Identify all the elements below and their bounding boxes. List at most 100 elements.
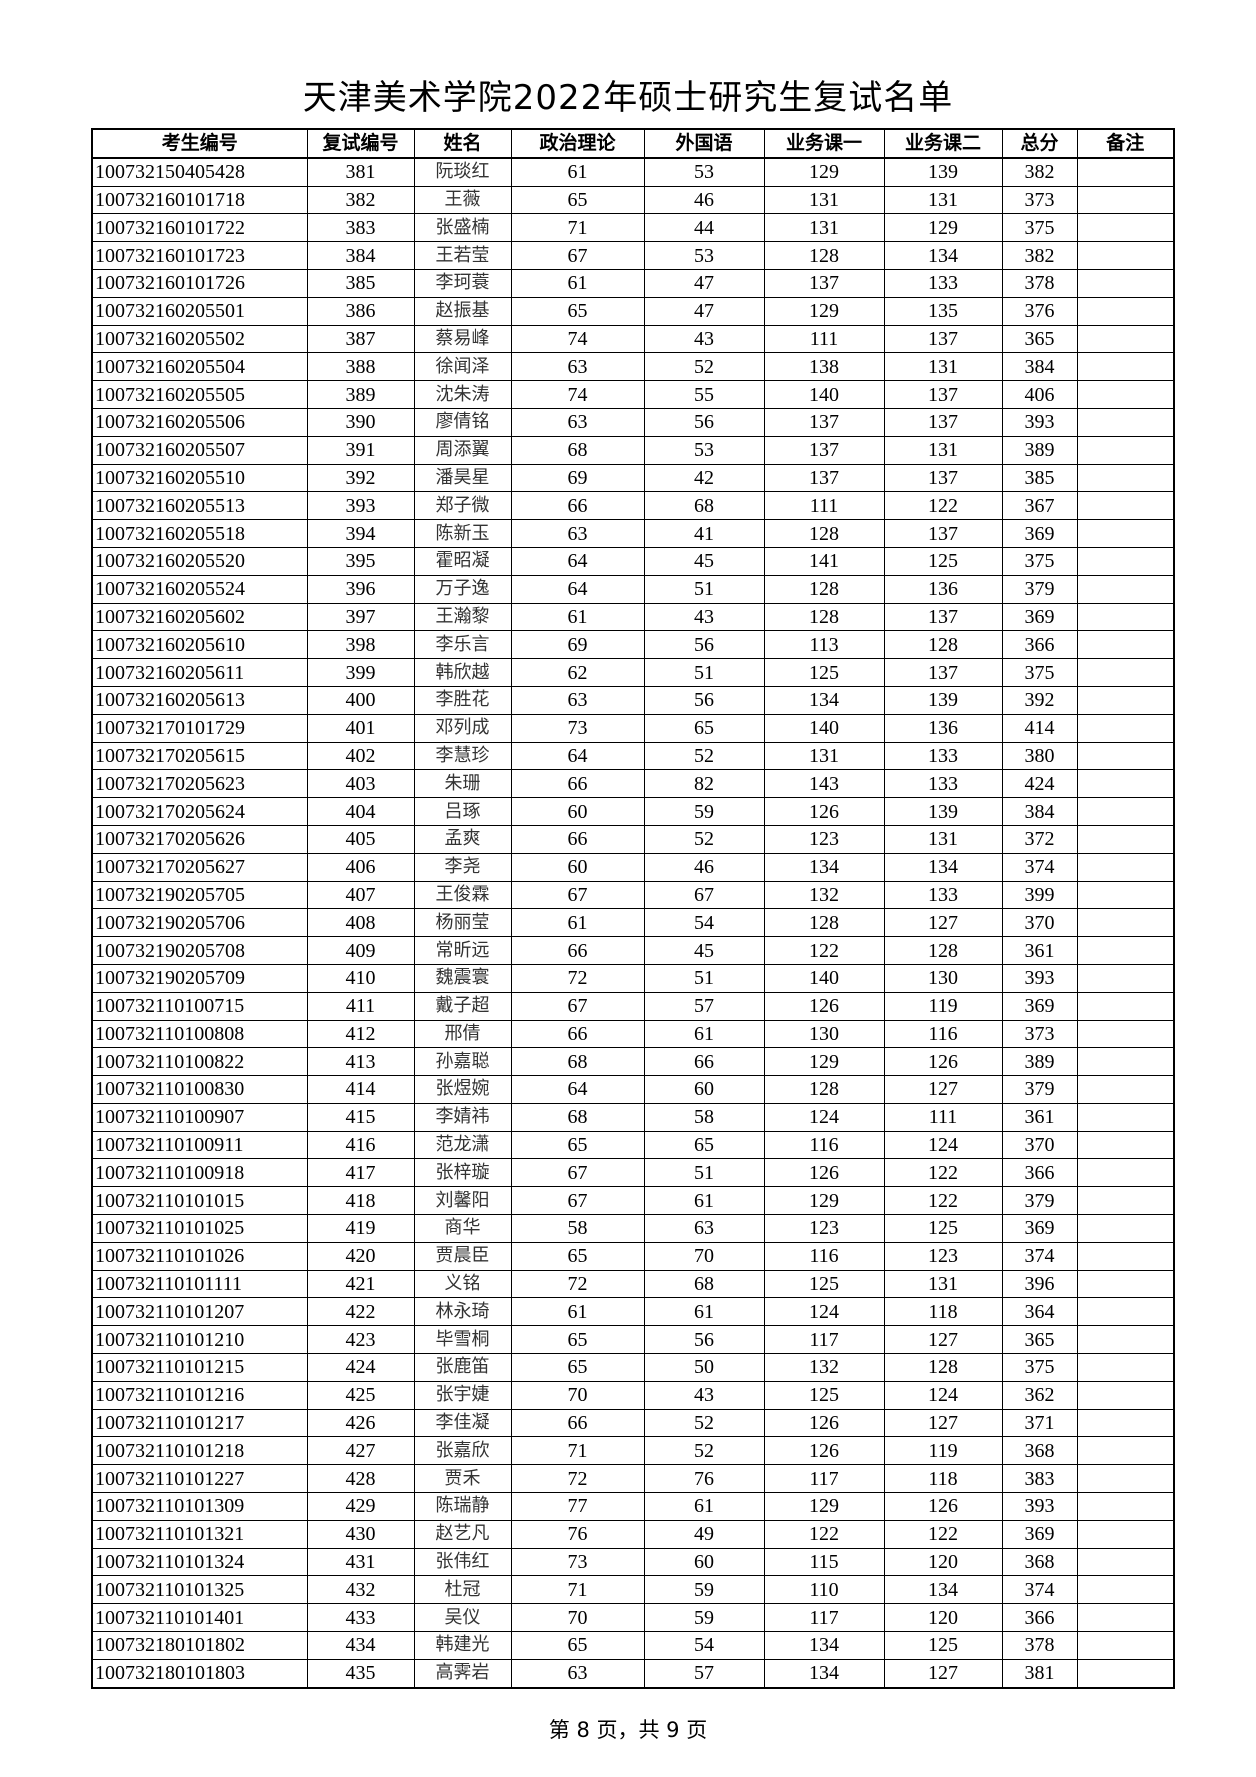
cell-exam-id: 100732110101227: [91, 1464, 308, 1494]
cell-remarks: [1076, 463, 1175, 493]
cell-politics: 64: [510, 574, 645, 604]
cell-remarks: [1076, 1353, 1175, 1382]
cell-politics: 66: [510, 824, 645, 854]
cell-foreign-language: 56: [643, 685, 765, 715]
cell-remarks: [1076, 574, 1175, 604]
cell-name: 万子逸: [413, 574, 512, 604]
cell-subject-one: 131: [763, 185, 885, 215]
cell-retest-id: 403: [306, 769, 415, 799]
cell-name: 李慧珍: [413, 741, 512, 771]
cell-total: 376: [1001, 296, 1078, 326]
cell-name: 孟爽: [413, 824, 512, 854]
cell-politics: 71: [510, 1436, 645, 1466]
cell-subject-two: 122: [883, 1186, 1003, 1216]
cell-total: 374: [1001, 1241, 1078, 1271]
table-row: 100732160205518 394 陈新玉 63 41 128 137 369: [91, 519, 1175, 548]
cell-subject-two: 125: [883, 1631, 1003, 1660]
table-row: 100732170205615 402 李慧珍 64 52 131 133 380: [91, 741, 1175, 771]
cell-subject-one: 128: [763, 908, 885, 938]
cell-exam-id: 100732160205506: [91, 407, 308, 437]
table-row: 100732110101325 432 杜冠 71 59 110 134 374: [91, 1575, 1175, 1605]
cell-subject-two: 128: [883, 936, 1003, 965]
cell-politics: 63: [510, 519, 645, 548]
cell-politics: 72: [510, 1269, 645, 1299]
cell-remarks: [1076, 1547, 1175, 1577]
cell-total: 389: [1001, 1047, 1078, 1077]
cell-total: 365: [1001, 324, 1078, 354]
cell-exam-id: 100732160205502: [91, 324, 308, 354]
cell-retest-id: 435: [306, 1658, 415, 1689]
cell-total: 367: [1001, 491, 1078, 521]
cell-name: 韩欣越: [413, 658, 512, 687]
cell-subject-one: 137: [763, 268, 885, 298]
cell-subject-one: 125: [763, 1380, 885, 1410]
cell-foreign-language: 66: [643, 1047, 765, 1077]
cell-foreign-language: 54: [643, 908, 765, 938]
cell-exam-id: 100732110100715: [91, 991, 308, 1021]
cell-retest-id: 392: [306, 463, 415, 493]
cell-exam-id: 100732160205602: [91, 602, 308, 632]
cell-total: 375: [1001, 1353, 1078, 1382]
table-row: 100732160205610 398 李乐言 69 56 113 128 366: [91, 630, 1175, 660]
cell-name: 赵振基: [413, 296, 512, 326]
cell-remarks: [1076, 963, 1175, 993]
cell-foreign-language: 67: [643, 880, 765, 910]
cell-retest-id: 410: [306, 963, 415, 993]
cell-total: 361: [1001, 936, 1078, 965]
cell-retest-id: 406: [306, 852, 415, 882]
cell-remarks: [1076, 380, 1175, 409]
cell-subject-one: 117: [763, 1464, 885, 1494]
table-row: 100732110101218 427 张嘉欣 71 52 126 119 368: [91, 1436, 1175, 1466]
cell-subject-two: 111: [883, 1102, 1003, 1132]
cell-total: 362: [1001, 1380, 1078, 1410]
cell-name: 李尧: [413, 852, 512, 882]
cell-exam-id: 100732110100911: [91, 1130, 308, 1160]
column-header-remarks: 备注: [1076, 128, 1175, 159]
cell-exam-id: 100732110101015: [91, 1186, 308, 1216]
cell-name: 沈朱涛: [413, 380, 512, 409]
cell-remarks: [1076, 1631, 1175, 1660]
cell-total: 366: [1001, 630, 1078, 660]
cell-name: 周添翼: [413, 435, 512, 465]
cell-exam-id: 100732170205627: [91, 852, 308, 882]
cell-politics: 66: [510, 769, 645, 799]
table-row: 100732160101718 382 王薇 65 46 131 131 373: [91, 185, 1175, 215]
cell-subject-two: 120: [883, 1603, 1003, 1633]
cell-subject-one: 126: [763, 1436, 885, 1466]
cell-subject-one: 122: [763, 1519, 885, 1549]
cell-foreign-language: 61: [643, 1297, 765, 1327]
cell-subject-two: 131: [883, 1269, 1003, 1299]
cell-exam-id: 100732160205518: [91, 519, 308, 548]
cell-exam-id: 100732150405428: [91, 157, 308, 187]
cell-remarks: [1076, 1658, 1175, 1689]
cell-exam-id: 100732170205626: [91, 824, 308, 854]
cell-politics: 68: [510, 1102, 645, 1132]
cell-total: 379: [1001, 1075, 1078, 1104]
cell-retest-id: 408: [306, 908, 415, 938]
cell-subject-one: 124: [763, 1102, 885, 1132]
cell-politics: 67: [510, 991, 645, 1021]
cell-total: 361: [1001, 1102, 1078, 1132]
column-header-exam-id: 考生编号: [91, 128, 308, 159]
cell-foreign-language: 61: [643, 1019, 765, 1049]
cell-foreign-language: 52: [643, 824, 765, 854]
cell-foreign-language: 53: [643, 241, 765, 270]
cell-name: 张伟红: [413, 1547, 512, 1577]
cell-remarks: [1076, 1603, 1175, 1633]
cell-subject-two: 126: [883, 1492, 1003, 1521]
cell-total: 375: [1001, 658, 1078, 687]
table-row: 100732110101227 428 贾禾 72 76 117 118 383: [91, 1464, 1175, 1494]
cell-subject-two: 123: [883, 1241, 1003, 1271]
cell-total: 370: [1001, 908, 1078, 938]
table-row: 100732190205709 410 魏震寰 72 51 140 130 393: [91, 963, 1175, 993]
cell-total: 374: [1001, 1575, 1078, 1605]
cell-foreign-language: 60: [643, 1547, 765, 1577]
cell-name: 毕雪桐: [413, 1325, 512, 1355]
cell-foreign-language: 51: [643, 574, 765, 604]
cell-total: 396: [1001, 1269, 1078, 1299]
cell-politics: 67: [510, 1186, 645, 1216]
column-header-name: 姓名: [413, 128, 512, 159]
cell-foreign-language: 54: [643, 1631, 765, 1660]
cell-foreign-language: 56: [643, 1325, 765, 1355]
cell-exam-id: 100732110101321: [91, 1519, 308, 1549]
